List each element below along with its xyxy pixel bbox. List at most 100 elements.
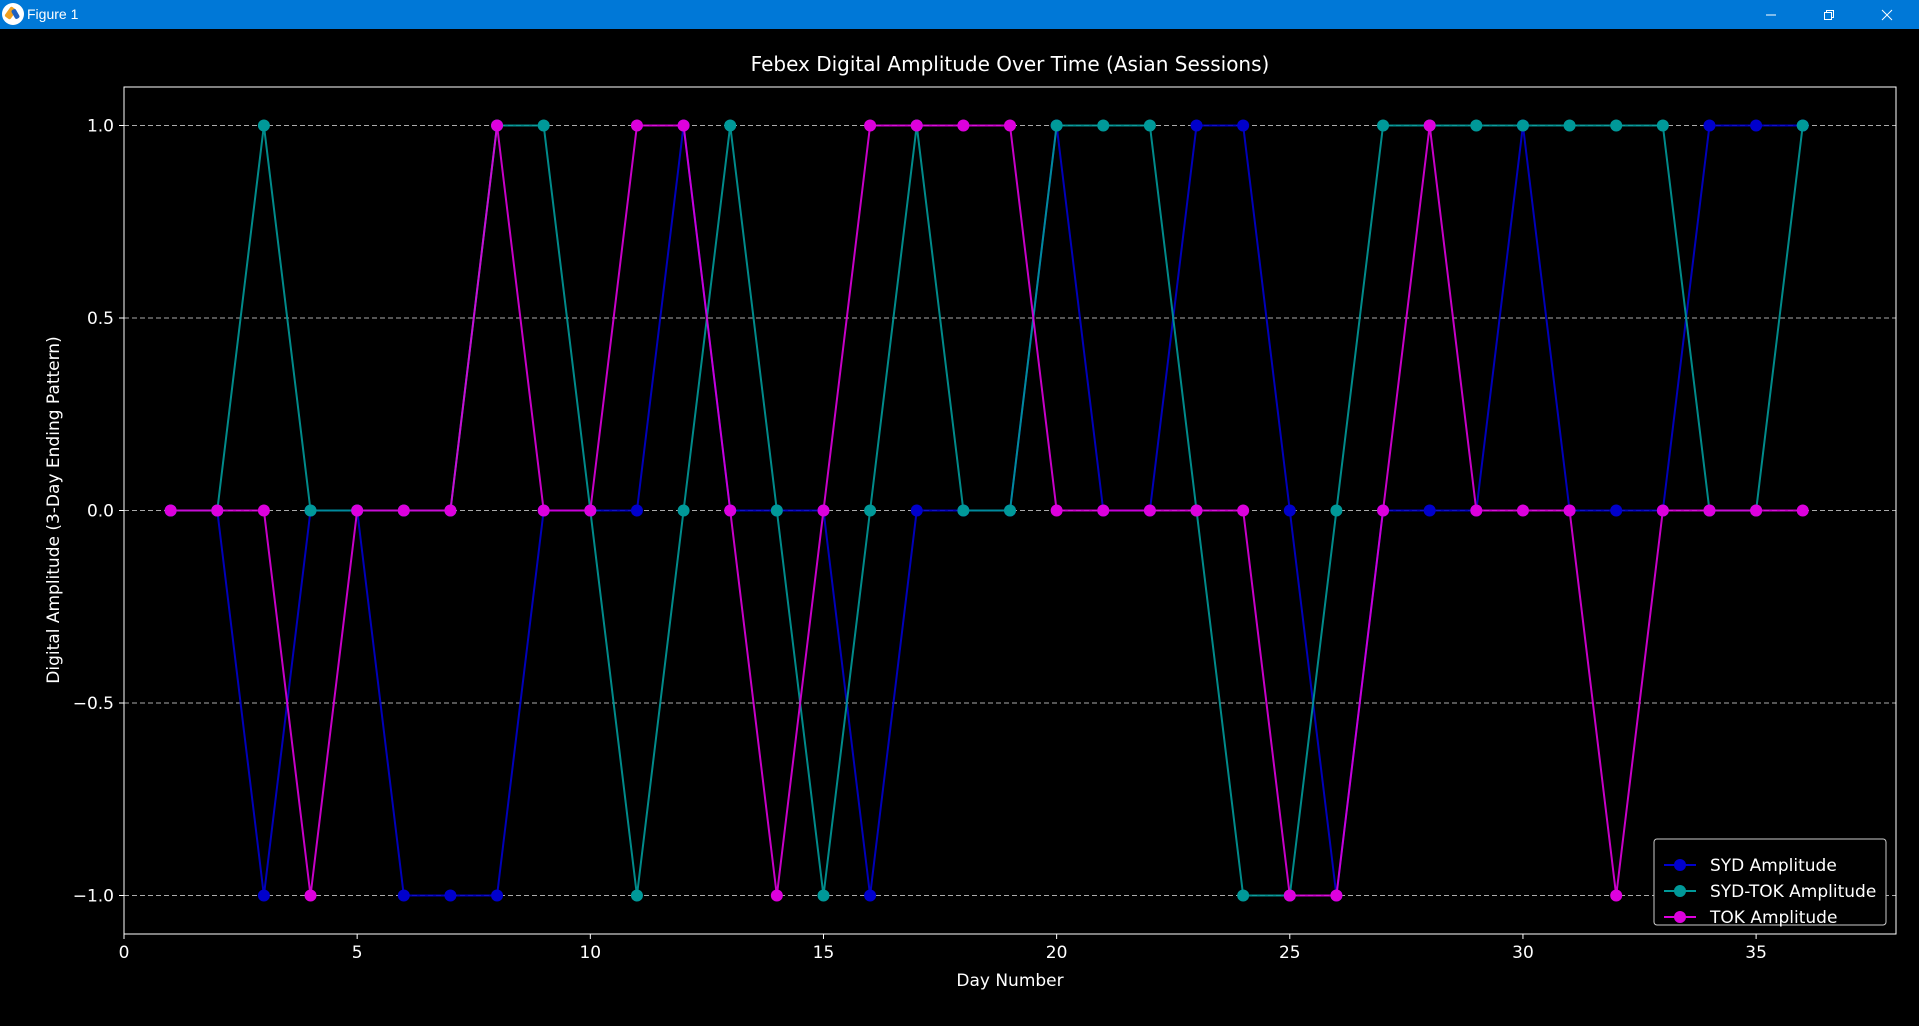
data-point — [398, 890, 410, 902]
data-point — [258, 890, 270, 902]
data-point — [1004, 505, 1016, 517]
data-point — [771, 505, 783, 517]
data-point — [258, 120, 270, 132]
x-tick-label: 15 — [813, 943, 835, 963]
window-title: Figure 1 — [27, 6, 78, 22]
data-point — [957, 505, 969, 517]
data-point — [631, 505, 643, 517]
data-point — [1517, 120, 1529, 132]
data-point — [631, 890, 643, 902]
data-point — [165, 505, 177, 517]
restore-button[interactable] — [1800, 0, 1858, 29]
data-point — [1657, 505, 1669, 517]
data-point — [957, 120, 969, 132]
data-point — [1284, 505, 1296, 517]
title-bar: Figure 1 — [0, 0, 1919, 29]
data-point — [1750, 505, 1762, 517]
restore-icon — [1823, 9, 1835, 21]
x-tick-label: 35 — [1745, 943, 1767, 963]
legend-marker — [1674, 885, 1686, 897]
y-axis-ticks: 1.0 0.5 0.0 −0.5 −1.0 — [73, 117, 124, 907]
data-point — [1424, 505, 1436, 517]
data-point — [911, 505, 923, 517]
data-point — [1657, 120, 1669, 132]
data-point — [584, 505, 596, 517]
legend-marker — [1674, 859, 1686, 871]
legend-label: SYD Amplitude — [1710, 856, 1837, 876]
data-point — [211, 505, 223, 517]
series-lines — [165, 120, 1809, 902]
data-point — [538, 505, 550, 517]
data-point — [1797, 120, 1809, 132]
data-point — [1237, 505, 1249, 517]
data-point — [1237, 890, 1249, 902]
x-tick-label: 25 — [1279, 943, 1301, 963]
data-point — [1191, 120, 1203, 132]
data-point — [351, 505, 363, 517]
data-point — [1191, 505, 1203, 517]
x-tick-label: 20 — [1046, 943, 1068, 963]
x-axis-ticks: 0 5 10 15 20 25 30 35 — [119, 934, 1767, 963]
data-point — [678, 505, 690, 517]
data-point — [398, 505, 410, 517]
chart-title: Febex Digital Amplitude Over Time (Asian… — [751, 52, 1270, 76]
data-point — [1610, 120, 1622, 132]
data-point — [864, 890, 876, 902]
matplotlib-app-icon — [2, 3, 24, 25]
data-point — [1237, 120, 1249, 132]
data-point — [631, 120, 643, 132]
data-point — [305, 505, 317, 517]
legend-marker — [1674, 911, 1686, 923]
y-tick-label: 0.5 — [87, 309, 114, 329]
data-point — [1470, 120, 1482, 132]
data-point — [864, 505, 876, 517]
data-point — [1330, 505, 1342, 517]
data-point — [1517, 505, 1529, 517]
legend-label: SYD-TOK Amplitude — [1710, 882, 1876, 902]
data-point — [491, 890, 503, 902]
data-point — [1610, 890, 1622, 902]
x-tick-label: 30 — [1512, 943, 1534, 963]
data-point — [1051, 120, 1063, 132]
data-point — [1564, 505, 1576, 517]
data-point — [1797, 505, 1809, 517]
data-point — [724, 505, 736, 517]
data-point — [771, 890, 783, 902]
data-point — [817, 890, 829, 902]
data-point — [1703, 120, 1715, 132]
legend-label: TOK Amplitude — [1709, 908, 1837, 928]
x-tick-label: 0 — [119, 943, 130, 963]
data-point — [817, 505, 829, 517]
data-point — [1564, 120, 1576, 132]
figure-canvas: Febex Digital Amplitude Over Time (Asian… — [0, 29, 1919, 1026]
data-point — [1470, 505, 1482, 517]
data-point — [1144, 505, 1156, 517]
x-tick-label: 5 — [352, 943, 363, 963]
data-point — [1144, 120, 1156, 132]
legend: SYD Amplitude SYD-TOK Amplitude TOK Amplit… — [1654, 839, 1886, 928]
data-point — [444, 890, 456, 902]
data-point — [1703, 505, 1715, 517]
data-point — [1051, 505, 1063, 517]
data-point — [1097, 120, 1109, 132]
data-point — [1284, 890, 1296, 902]
x-tick-label: 10 — [579, 943, 601, 963]
close-button[interactable] — [1858, 0, 1916, 29]
data-point — [1610, 505, 1622, 517]
data-point — [1424, 120, 1436, 132]
data-point — [538, 120, 550, 132]
data-point — [724, 120, 736, 132]
y-tick-label: −1.0 — [73, 887, 114, 907]
data-point — [1750, 120, 1762, 132]
close-icon — [1881, 9, 1893, 21]
data-point — [258, 505, 270, 517]
minimize-button[interactable] — [1742, 0, 1800, 29]
y-tick-label: −0.5 — [73, 694, 114, 714]
minimize-icon — [1765, 9, 1777, 21]
data-point — [1004, 120, 1016, 132]
data-point — [911, 120, 923, 132]
y-axis-label: Digital Amplitude (3-Day Ending Pattern) — [44, 336, 64, 683]
data-point — [1330, 890, 1342, 902]
data-point — [1097, 505, 1109, 517]
data-point — [491, 120, 503, 132]
